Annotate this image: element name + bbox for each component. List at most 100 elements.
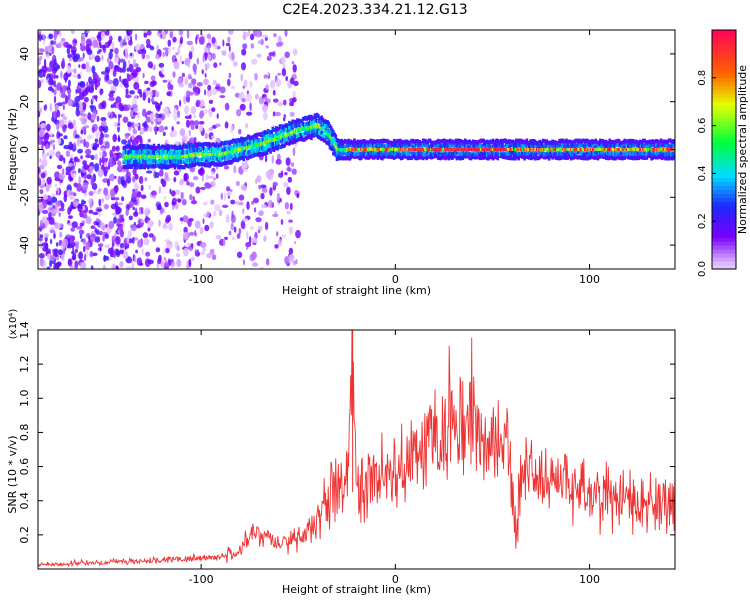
heatmap-cell xyxy=(92,97,95,102)
line-y-multiplier-label: (x10⁴) xyxy=(8,309,19,340)
heatmap-cell xyxy=(211,53,216,60)
heatmap-cell xyxy=(292,48,298,56)
heatmap-cell xyxy=(114,57,120,63)
heatmap-cell xyxy=(491,138,495,143)
heatmap-cell xyxy=(48,149,55,157)
heatmap-cell xyxy=(186,40,193,46)
heatmap-cell xyxy=(268,52,275,57)
heatmap-cell xyxy=(262,133,265,137)
heatmap-cell xyxy=(295,259,298,265)
heatmap-cell xyxy=(81,206,86,211)
heatmap-cell xyxy=(40,145,44,149)
heatmap-cell xyxy=(49,155,52,160)
heatmap-cell xyxy=(643,138,646,143)
heatmap-cell xyxy=(289,111,295,117)
heatmap-cell xyxy=(39,55,43,61)
heatmap-cell xyxy=(254,140,257,145)
heatmap-cell xyxy=(173,170,180,176)
heatmap-cell xyxy=(310,114,313,119)
line-y-tick-label: 0.8 xyxy=(18,424,31,442)
heatmap-cell xyxy=(163,222,167,228)
heatmap-cell xyxy=(253,197,259,204)
heatmap-cell xyxy=(294,189,298,195)
heatmap-cell xyxy=(134,33,138,41)
heatmap-cell xyxy=(193,120,200,127)
heatmap-cell xyxy=(125,47,128,56)
heatmap-cell xyxy=(38,69,43,75)
heatmap-cell xyxy=(151,145,155,150)
colorbar-segment xyxy=(712,201,736,206)
heatmap-cell xyxy=(132,69,138,78)
heatmap-cell xyxy=(270,138,273,142)
heatmap-cell xyxy=(205,174,209,181)
heatmap-cell xyxy=(98,188,102,192)
heatmap-cell xyxy=(125,88,129,95)
heatmap-cell xyxy=(55,151,61,158)
colorbar-segment xyxy=(712,173,736,178)
heatmap-cell xyxy=(53,95,57,104)
heatmap-cell xyxy=(205,148,208,153)
heatmap-cell xyxy=(170,148,173,153)
heatmap-cell xyxy=(659,152,663,157)
heatmap-cell xyxy=(194,229,197,237)
heatmap-cell xyxy=(171,201,176,206)
heatmap-cell xyxy=(257,225,263,231)
heatmap-cell xyxy=(186,242,192,247)
heatmap-cell xyxy=(207,175,214,179)
heatmap-cell xyxy=(190,106,197,115)
heatmap-cell xyxy=(254,207,257,213)
heatmap-cell xyxy=(242,43,248,50)
heatmap-cell xyxy=(66,184,72,193)
heatmap-cell xyxy=(188,129,192,137)
heatmap-cell xyxy=(251,237,258,244)
heatmap-cell xyxy=(331,147,334,152)
heatmap-cell xyxy=(259,142,263,146)
heatmap-cell xyxy=(81,33,86,38)
heatmap-cell xyxy=(178,83,184,88)
colorbar-segment xyxy=(712,141,736,147)
heatmap-cell xyxy=(547,156,551,161)
heatmap-cell xyxy=(230,125,234,134)
heatmap-x-tick-label: 0 xyxy=(392,273,399,286)
heatmap-cell xyxy=(89,250,94,258)
heatmap-cell xyxy=(491,156,495,161)
colorbar-label: Normalized spectral amplitude xyxy=(736,65,749,234)
heatmap-cell xyxy=(138,176,144,184)
colorbar-segment xyxy=(712,257,736,262)
heatmap-cell xyxy=(83,200,87,205)
heatmap-cell xyxy=(94,162,100,172)
heatmap-cell xyxy=(144,160,148,165)
heatmap-cell xyxy=(135,94,138,100)
heatmap-cell xyxy=(74,260,79,269)
heatmap-cell xyxy=(411,148,414,151)
colorbar-segment xyxy=(712,265,736,270)
heatmap-cell xyxy=(115,152,120,156)
heatmap-cell xyxy=(276,42,283,47)
heatmap-cell xyxy=(631,156,635,161)
heatmap-cell xyxy=(446,148,449,151)
heatmap-cell xyxy=(211,36,216,44)
heatmap-cell xyxy=(69,265,76,269)
heatmap-cell xyxy=(276,146,279,151)
heatmap-cell xyxy=(140,208,143,215)
heatmap-cell xyxy=(98,41,102,46)
heatmap-cell xyxy=(122,116,129,123)
heatmap-cell xyxy=(146,170,153,174)
heatmap-cell xyxy=(44,104,47,108)
heatmap-cell xyxy=(62,57,65,65)
colorbar-segment xyxy=(712,30,736,35)
heatmap-cell xyxy=(200,251,206,255)
heatmap-cell xyxy=(98,198,102,207)
heatmap-cell xyxy=(117,160,122,167)
heatmap-cell xyxy=(329,125,333,130)
heatmap-cell xyxy=(54,183,58,187)
heatmap-cell xyxy=(186,30,190,39)
heatmap-cell xyxy=(308,133,312,138)
heatmap-cell xyxy=(90,233,96,237)
heatmap-cell xyxy=(161,66,164,74)
heatmap-cell xyxy=(273,137,277,141)
heatmap-cell xyxy=(249,253,256,262)
heatmap-cell xyxy=(157,30,163,34)
heatmap-cell xyxy=(164,260,169,268)
heatmap-cell xyxy=(601,139,604,143)
